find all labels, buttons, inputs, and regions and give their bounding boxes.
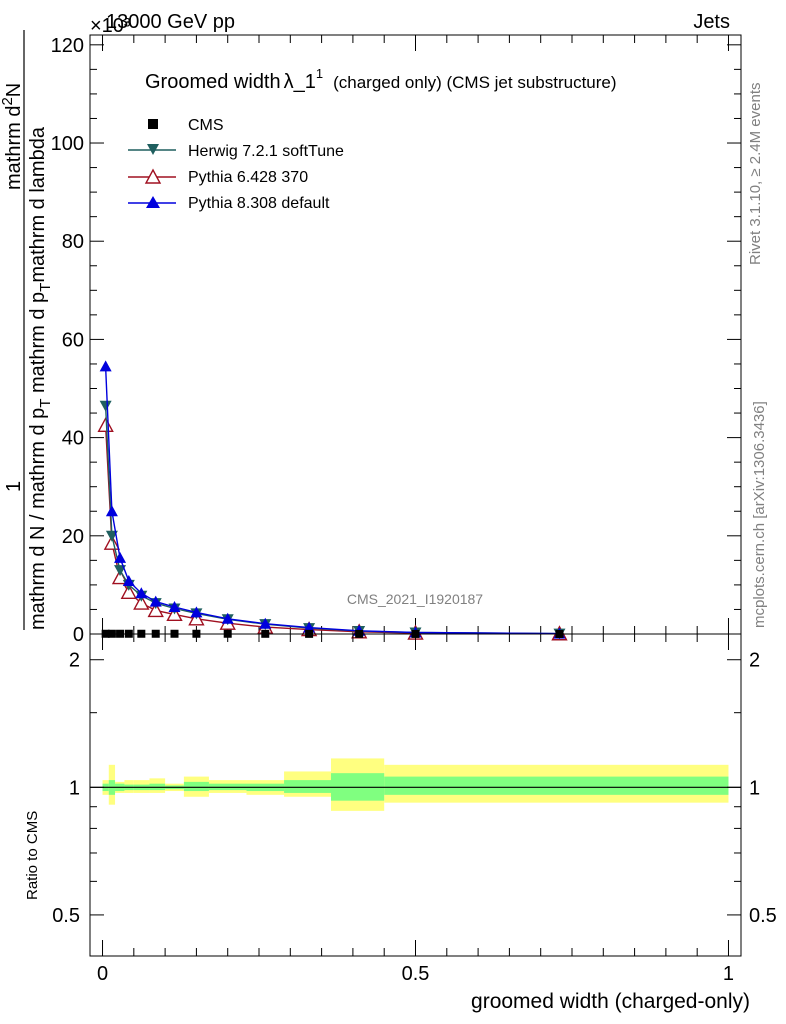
- x-tick-label: 0: [97, 963, 108, 985]
- data-point-pythia6: [147, 601, 164, 618]
- data-point-herwig: [114, 565, 127, 577]
- data-point-herwig: [99, 400, 112, 412]
- data-point-pythia6: [103, 534, 121, 550]
- ratio-y-tick-label: 1: [69, 777, 80, 799]
- series-1: [99, 400, 566, 640]
- main-y-tick-label: 80: [62, 231, 84, 253]
- legend-entry-pythia6: Pythia 6.428 370: [128, 168, 308, 186]
- ylabel-one: 1: [3, 481, 25, 492]
- x-tick-label: 1: [723, 963, 734, 985]
- data-point-pythia8: [149, 595, 162, 607]
- main-y-tick-label: 0: [73, 624, 84, 646]
- legend-cms-label: CMS: [188, 117, 224, 134]
- main-y-tick-label: 60: [62, 329, 84, 351]
- data-point-pythia8: [114, 551, 127, 563]
- plot-title: Groomed width λ_11 (charged only) (CMS jet…: [145, 66, 617, 93]
- main-y-ticks: 0 20 40 60 80 100 120: [51, 35, 741, 646]
- ratio-band-stat: [384, 776, 729, 795]
- process-label: Jets: [693, 11, 730, 33]
- main-curves: [97, 360, 568, 641]
- data-point-pythia8: [135, 587, 148, 599]
- ratio-band-stat: [284, 780, 331, 793]
- legend-pythia6-label: Pythia 6.428 370: [188, 169, 308, 186]
- x-axis-label: groomed width (charged-only): [471, 990, 750, 1013]
- ratio-y-ticks: 0.5 0.5 1 1 2 2: [52, 650, 777, 957]
- y-exponent-label: ×10³: [90, 15, 131, 37]
- ratio-y-tick-label-right: 2: [749, 650, 760, 672]
- ratio-y-tick-label: 2: [69, 650, 80, 672]
- energy-label: 13000 GeV pp: [106, 11, 235, 33]
- legend-entry-pythia8: Pythia 8.308 default: [128, 195, 330, 212]
- data-point-pythia8: [190, 606, 203, 618]
- data-point-pythia8: [168, 600, 181, 612]
- legend-herwig-label: Herwig 7.2.1 softTune: [188, 143, 344, 160]
- main-y-tick-label: 40: [62, 428, 84, 450]
- data-point-pythia8: [221, 612, 234, 624]
- main-y-tick-label: 120: [51, 35, 84, 57]
- data-point-herwig: [105, 530, 118, 542]
- main-y-tick-label: 100: [51, 133, 84, 155]
- legend-entry-herwig: Herwig 7.2.1 softTune: [128, 143, 344, 160]
- legend-cms-marker: [148, 119, 158, 129]
- rivet-label: Rivet 3.1.10, ≥ 2.4M events: [747, 83, 764, 266]
- ratio-y-tick-label-right: 0.5: [749, 905, 777, 927]
- series-line: [104, 405, 560, 635]
- ratio-bands: [102, 758, 729, 811]
- data-point-pythia6: [97, 416, 114, 433]
- ylabel-denominator: mathrm d N / mathrm d pT: [27, 399, 54, 630]
- legend-herwig-marker: [147, 144, 159, 155]
- ratio-plot: 0.5 0.5 1 1 2 2 Ratio to CMS: [24, 633, 777, 957]
- main-y-tick-label: 20: [62, 526, 84, 548]
- data-point-pythia8: [122, 574, 135, 586]
- legend-pythia6-marker: [144, 168, 162, 184]
- x-tick-label: 0.5: [402, 963, 430, 985]
- data-point-pythia8: [259, 617, 272, 629]
- series-line: [104, 366, 560, 635]
- ratio-band-stat: [183, 781, 209, 792]
- data-point-pythia6: [133, 594, 150, 610]
- mcplots-label: mcplots.cern.ch [arXiv:1306.3436]: [751, 401, 768, 628]
- ratio-y-tick-label: 0.5: [52, 905, 80, 927]
- data-point-pythia8: [99, 360, 112, 372]
- data-point-pythia8: [105, 505, 118, 517]
- main-plot: 0 20 40 60 80 100 120 CMS_2021_I1920187 Groome…: [51, 34, 742, 646]
- ratio-y-axis-label: Ratio to CMS: [24, 811, 41, 900]
- ylabel-numerator-line2: mathrm d pTmathrm d lambda: [27, 126, 54, 393]
- ratio-y-tick-label-right: 1: [749, 777, 760, 799]
- x-tick-labels: 0 0.5 1: [97, 963, 734, 985]
- ratio-x-ticks: [102, 634, 729, 956]
- legend: CMS Herwig 7.2.1 softTune Pythia 6.428 3…: [128, 117, 344, 212]
- main-y-axis-label: 1 mathrm d N / mathrm d pT mathrm d pTma…: [0, 30, 54, 630]
- series-3: [99, 360, 566, 639]
- ylabel-numerator-line1: mathrm d2N: [0, 83, 25, 190]
- analysis-watermark: CMS_2021_I1920187: [347, 591, 483, 607]
- legend-entry-cms: CMS: [148, 117, 224, 134]
- legend-pythia8-marker: [146, 196, 160, 208]
- legend-pythia8-label: Pythia 8.308 default: [188, 195, 330, 212]
- data-point-pythia6: [120, 583, 137, 599]
